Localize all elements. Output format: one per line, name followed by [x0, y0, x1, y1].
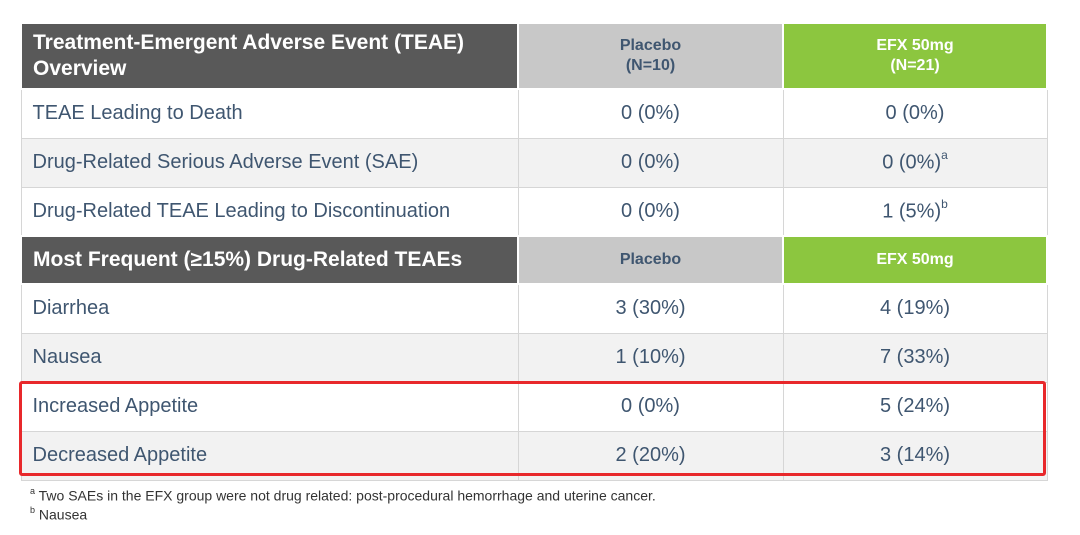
row-label: Drug-Related Serious Adverse Event (SAE) — [20, 137, 519, 188]
header-efx-2: EFX 50mg — [782, 235, 1048, 285]
efx-value: 0 (0%)a — [782, 137, 1048, 188]
row-label: Drug-Related TEAE Leading to Discontinua… — [20, 186, 519, 237]
footnote-marker: a — [941, 148, 948, 163]
row-label: Diarrhea — [20, 283, 519, 334]
footnote-b: b Nausea — [30, 503, 87, 523]
header-efx-line1: EFX 50mg — [876, 37, 954, 54]
table-row: Diarrhea 3 (30%) 4 (19%) — [20, 283, 1048, 334]
efx-value: 0 (0%) — [782, 88, 1048, 139]
efx-value: 5 (24%) — [782, 381, 1048, 432]
placebo-value: 0 (0%) — [517, 186, 784, 237]
row-label: Nausea — [20, 332, 519, 383]
placebo-value: 3 (30%) — [517, 283, 784, 334]
placebo-value: 0 (0%) — [517, 88, 784, 139]
header-efx: EFX 50mg (N=21) — [782, 22, 1048, 90]
table-row: Drug-Related Serious Adverse Event (SAE)… — [20, 137, 1048, 188]
table-row: Drug-Related TEAE Leading to Discontinua… — [20, 186, 1048, 237]
row-label: TEAE Leading to Death — [20, 88, 519, 139]
header-placebo-2: Placebo — [517, 235, 784, 285]
table-row: Decreased Appetite 2 (20%) 3 (14%) — [20, 430, 1048, 481]
header-overview-line2: Overview — [33, 57, 127, 80]
efx-value: 1 (5%)b — [782, 186, 1048, 237]
footnote-marker: b — [941, 196, 948, 211]
efx-value: 7 (33%) — [782, 332, 1048, 383]
table-header-overview: Treatment-Emergent Adverse Event (TEAE) … — [20, 22, 1048, 90]
placebo-value: 2 (20%) — [517, 430, 784, 481]
teae-table: Treatment-Emergent Adverse Event (TEAE) … — [20, 22, 1048, 481]
efx-value: 3 (14%) — [782, 430, 1048, 481]
header-placebo-line1: Placebo — [619, 37, 682, 54]
placebo-value: 1 (10%) — [517, 332, 784, 383]
header-overview-line1: Treatment-Emergent Adverse Event (TEAE) — [33, 31, 465, 54]
efx-value-text: 0 (0%) — [882, 151, 942, 174]
table-row: TEAE Leading to Death 0 (0%) 0 (0%) — [20, 88, 1048, 139]
row-label: Increased Appetite — [20, 381, 519, 432]
row-label: Decreased Appetite — [20, 430, 519, 481]
table-row: Nausea 1 (10%) 7 (33%) — [20, 332, 1048, 383]
table-header-frequent: Most Frequent (≥15%) Drug-Related TEAEs … — [20, 235, 1048, 285]
header-placebo: Placebo (N=10) — [517, 22, 784, 90]
header-frequent-label: Most Frequent (≥15%) Drug-Related TEAEs — [20, 235, 519, 285]
footnote-b-mark: b — [30, 505, 36, 515]
placebo-value: 0 (0%) — [517, 381, 784, 432]
header-overview-label: Treatment-Emergent Adverse Event (TEAE) … — [20, 22, 519, 90]
header-efx-line2: (N=21) — [890, 57, 940, 74]
efx-value-text: 0 (0%) — [885, 102, 945, 125]
footnote-a-mark: a — [30, 486, 36, 496]
efx-value: 4 (19%) — [782, 283, 1048, 334]
header-placebo-line2: (N=10) — [625, 57, 676, 74]
footnote-a: a Two SAEs in the EFX group were not dru… — [30, 484, 656, 504]
placebo-value: 0 (0%) — [517, 137, 784, 188]
footnote-b-text: Nausea — [38, 506, 88, 523]
efx-value-text: 1 (5%) — [882, 200, 942, 223]
footnote-a-text: Two SAEs in the EFX group were not drug … — [38, 487, 656, 504]
table-row: Increased Appetite 0 (0%) 5 (24%) — [20, 381, 1048, 432]
